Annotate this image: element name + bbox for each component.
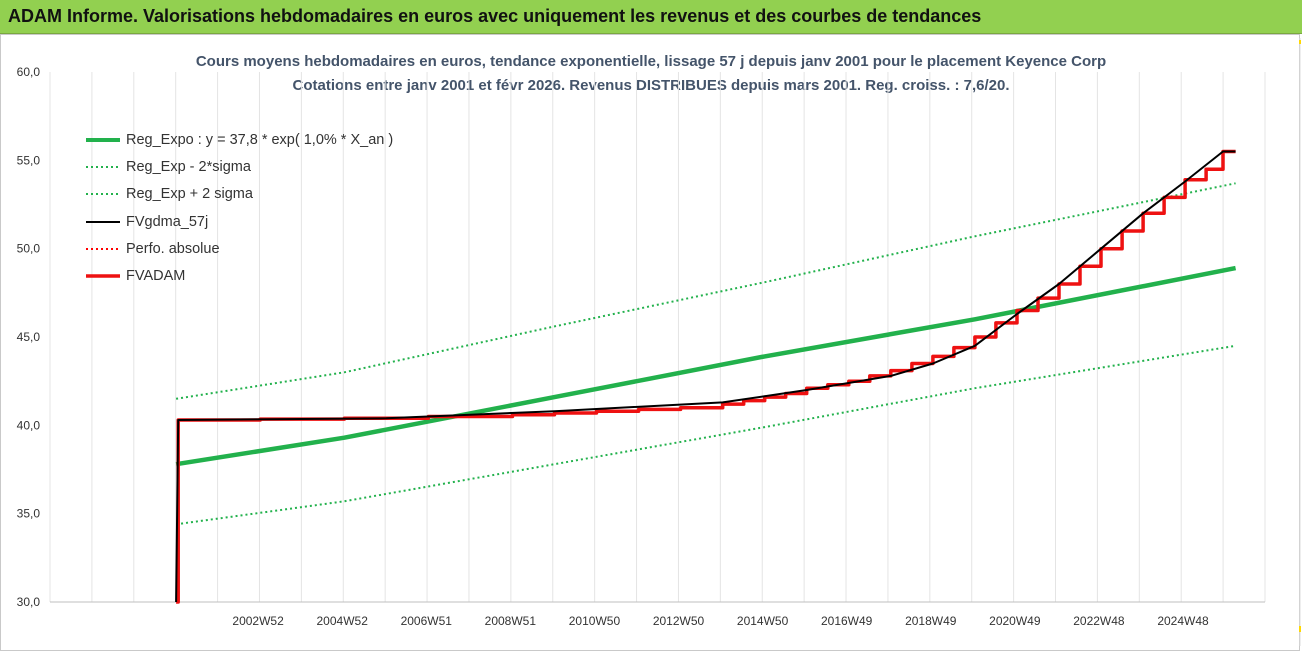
legend-item: FVADAM bbox=[86, 262, 393, 289]
report-title: ADAM Informe. Valorisations hebdomadaire… bbox=[8, 6, 982, 26]
y-tick-label: 55,0 bbox=[17, 153, 41, 167]
legend-label: Reg_Expo : y = 37,8 * exp( 1,0% * X_an ) bbox=[126, 131, 394, 148]
report-header: ADAM Informe. Valorisations hebdomadaire… bbox=[0, 0, 1302, 34]
x-tick-label: 2020W49 bbox=[989, 614, 1041, 628]
x-tick-label: 2018W49 bbox=[905, 614, 957, 628]
x-tick-label: 2022W48 bbox=[1073, 614, 1125, 628]
legend-item: Perfo. absolue bbox=[86, 235, 393, 262]
legend-label: Perfo. absolue bbox=[126, 240, 220, 257]
legend-swatch bbox=[86, 244, 120, 254]
y-tick-label: 30,0 bbox=[17, 595, 41, 609]
chart-legend: Reg_Expo : y = 37,8 * exp( 1,0% * X_an )… bbox=[86, 126, 393, 290]
y-tick-label: 60,0 bbox=[17, 65, 41, 79]
series-line-1 bbox=[175, 344, 1236, 526]
x-tick-label: 2014W50 bbox=[737, 614, 789, 628]
sheet-edge bbox=[1292, 36, 1302, 653]
legend-label: Reg_Exp + 2 sigma bbox=[126, 186, 253, 203]
x-tick-label: 2008W51 bbox=[485, 614, 537, 628]
y-tick-label: 45,0 bbox=[17, 330, 41, 344]
legend-item: Reg_Exp + 2 sigma bbox=[86, 181, 393, 208]
series-line-2 bbox=[175, 182, 1236, 400]
series-line-5 bbox=[176, 149, 1236, 604]
y-tick-label: 50,0 bbox=[17, 242, 41, 256]
chart-frame bbox=[0, 34, 1300, 651]
y-tick-label: 35,0 bbox=[17, 507, 41, 521]
x-tick-label: 2024W48 bbox=[1157, 614, 1209, 628]
x-tick-label: 2002W52 bbox=[232, 614, 284, 628]
y-tick-label: 40,0 bbox=[17, 418, 41, 432]
x-tick-label: 2016W49 bbox=[821, 614, 873, 628]
chart-subtitle: Cotations entre janv 2001 et févr 2026. … bbox=[292, 77, 1010, 94]
chart-title: Cours moyens hebdomadaires en euros, ten… bbox=[195, 53, 1107, 70]
legend-item: FVgdma_57j bbox=[86, 208, 393, 235]
legend-swatch bbox=[86, 189, 120, 199]
series-line-3 bbox=[175, 150, 1236, 603]
legend-swatch bbox=[86, 135, 120, 145]
legend-swatch bbox=[86, 162, 120, 172]
legend-item: Reg_Exp - 2*sigma bbox=[86, 153, 393, 180]
legend-label: FVADAM bbox=[126, 268, 186, 285]
x-tick-label: 2012W50 bbox=[653, 614, 705, 628]
x-tick-label: 2004W52 bbox=[317, 614, 369, 628]
series-line-0 bbox=[175, 265, 1237, 467]
x-tick-label: 2006W51 bbox=[401, 614, 453, 628]
legend-label: Reg_Exp - 2*sigma bbox=[126, 158, 251, 175]
legend-label: FVgdma_57j bbox=[126, 213, 209, 230]
legend-swatch bbox=[86, 217, 120, 227]
x-tick-label: 2010W50 bbox=[569, 614, 621, 628]
legend-swatch bbox=[86, 271, 120, 281]
legend-item: Reg_Expo : y = 37,8 * exp( 1,0% * X_an ) bbox=[86, 126, 393, 153]
